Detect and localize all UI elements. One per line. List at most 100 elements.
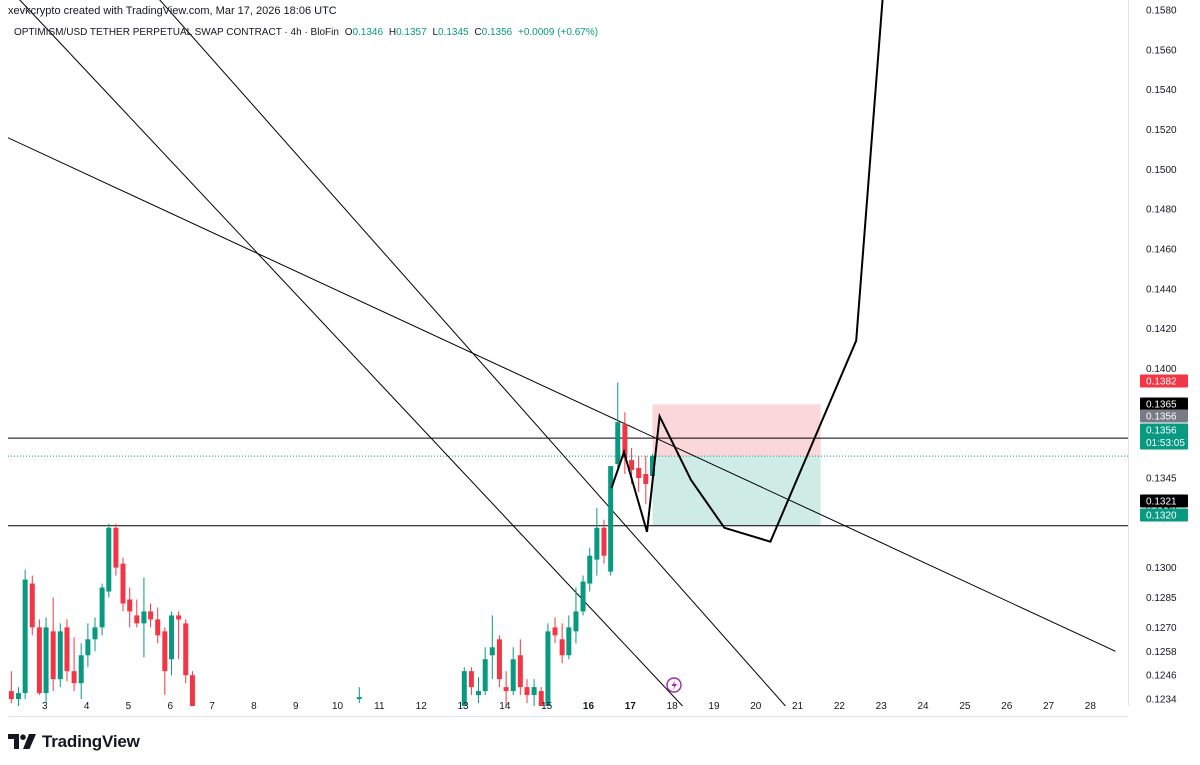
- close-value: 0.1356: [481, 27, 513, 38]
- candle-body: [356, 697, 362, 700]
- candle-body: [22, 579, 28, 694]
- symbol-name[interactable]: OPTIMISM/USD TETHER PERPETUAL SWAP CONTR…: [14, 27, 282, 38]
- price-tick-label: 0.1440: [1146, 284, 1177, 295]
- price-label-bg: [1140, 409, 1188, 423]
- candle-body: [482, 659, 488, 692]
- candle-body: [608, 466, 614, 572]
- stop-loss-zone[interactable]: [652, 404, 821, 457]
- candle-body: [183, 623, 189, 676]
- candle: [545, 623, 551, 706]
- price-label-gray: 0.1356: [1140, 409, 1188, 423]
- candle: [71, 637, 77, 692]
- candle-body: [127, 599, 133, 612]
- price-label-text: 0.1356: [1146, 412, 1177, 423]
- trend-line[interactable]: [3, 0, 691, 715]
- candle: [461, 667, 467, 706]
- tradingview-logo[interactable]: TradingView: [8, 731, 140, 753]
- time-tick-label: 15: [541, 701, 553, 712]
- candle: [587, 547, 593, 592]
- price-label-black: 0.1321: [1140, 494, 1188, 508]
- candle: [476, 677, 482, 704]
- candle-body: [176, 615, 182, 620]
- projection-polyline[interactable]: [610, 0, 884, 543]
- candle: [92, 617, 98, 652]
- time-tick-label: 6: [167, 701, 173, 712]
- price-axis[interactable]: 0.1580 0.1560 0.1540 0.1520 0.1500 0.1480 0.14…: [1146, 5, 1177, 705]
- candle-body: [636, 468, 642, 478]
- time-tick-label: 26: [1001, 701, 1013, 712]
- price-tick-label: 0.1560: [1146, 45, 1177, 56]
- price-tick-label: 0.1285: [1146, 593, 1177, 604]
- candle: [622, 412, 628, 475]
- candle: [489, 615, 495, 680]
- price-label-black: 0.1365: [1140, 397, 1188, 411]
- price-label-text: 0.1321: [1146, 497, 1177, 508]
- candle-body: [559, 639, 565, 656]
- candle: [8, 671, 14, 704]
- trend-line[interactable]: [144, 0, 793, 715]
- trend-lines[interactable]: [3, 0, 1128, 715]
- time-tick-label: 16: [583, 701, 595, 712]
- alert-bolt-icon[interactable]: [666, 677, 682, 693]
- candle-body: [50, 631, 56, 680]
- take-profit-zone[interactable]: [652, 456, 821, 526]
- price-tick-label: 0.1400: [1146, 364, 1177, 375]
- candle-body: [43, 627, 49, 694]
- time-tick-label: 14: [499, 701, 511, 712]
- candle: [99, 583, 105, 636]
- candle: [162, 627, 168, 696]
- trend-line[interactable]: [3, 135, 1116, 652]
- candle-body: [106, 527, 112, 592]
- candle: [29, 575, 35, 636]
- candle-body: [148, 611, 154, 620]
- time-tick-label: 12: [416, 701, 428, 712]
- candle-body: [92, 627, 98, 640]
- time-axis[interactable]: 3 4 5 6 7 8 9 10 11 12 13 14 15 16 17 18 19 20 21 22 23 24 25 2…: [42, 701, 1096, 712]
- candle: [189, 671, 195, 706]
- candle-body: [615, 422, 621, 465]
- price-label-green: 0.1320: [1140, 508, 1188, 522]
- time-tick-label: 19: [708, 701, 720, 712]
- candle-body: [587, 555, 593, 584]
- price-label-text: 0.1356: [1146, 426, 1177, 437]
- candle-body: [531, 687, 537, 696]
- price-tick-label: 0.1300: [1146, 563, 1177, 574]
- candle: [85, 623, 91, 668]
- candle: [615, 382, 621, 471]
- candle-body: [155, 619, 161, 636]
- candle: [538, 687, 544, 706]
- candle-body: [15, 693, 21, 700]
- candle: [496, 635, 502, 688]
- high-value: 0.1357: [396, 27, 427, 38]
- candle: [608, 466, 614, 576]
- candle-body: [566, 627, 572, 656]
- candle: [573, 587, 579, 644]
- candle: [482, 647, 488, 696]
- symbol-legend: OPTIMISM/USD TETHER PERPETUAL SWAP CONTR…: [14, 27, 598, 38]
- long-position-box[interactable]: [652, 404, 821, 526]
- candle: [643, 456, 649, 504]
- candle-body: [545, 631, 551, 706]
- price-label-bg: [1140, 494, 1188, 508]
- candle-body: [468, 671, 474, 688]
- price-tick-label: 0.1480: [1146, 205, 1177, 216]
- candle-body: [134, 615, 140, 624]
- candle: [517, 639, 523, 696]
- time-tick-label: 7: [209, 701, 215, 712]
- candle: [636, 456, 642, 492]
- candle-body: [71, 671, 77, 684]
- timeframe[interactable]: 4h: [290, 27, 302, 38]
- tradingview-logo-icon: [8, 734, 36, 749]
- candle-body: [629, 460, 635, 471]
- price-tick-label: 0.1460: [1146, 244, 1177, 255]
- projection-path[interactable]: [610, 0, 884, 543]
- candle: [148, 603, 154, 628]
- candle: [559, 623, 565, 664]
- candle: [524, 679, 530, 704]
- open-value: 0.1346: [352, 27, 384, 38]
- time-tick-label: 9: [293, 701, 299, 712]
- low-value: 0.1345: [438, 27, 469, 38]
- price-label-bg: [1140, 508, 1188, 522]
- candle-body: [594, 527, 600, 560]
